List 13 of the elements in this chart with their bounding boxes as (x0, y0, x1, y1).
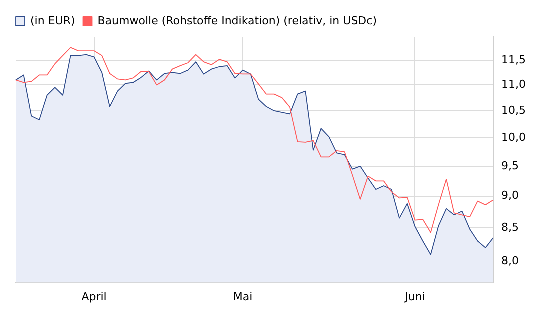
legend-label: Baumwolle (Rohstoffe Indikation) (relativ, in USDc) (98, 14, 377, 28)
legend-label: (in EUR) (30, 14, 76, 28)
y-tick-label: 9,0 (502, 189, 520, 202)
y-tick-label: 8,5 (502, 220, 520, 234)
x-tick-label: Juni (404, 290, 426, 304)
x-tick-label: Mai (233, 290, 253, 304)
y-tick-label: 8,0 (502, 254, 520, 268)
y-tick-label: 10,5 (502, 104, 526, 117)
y-tick-label: 9,5 (502, 159, 520, 172)
y-tick-label: 10,0 (502, 130, 526, 144)
y-tick-label: 11,5 (502, 53, 526, 66)
x-tick-label: April (82, 290, 107, 304)
y-tick-label: 11,0 (502, 78, 526, 92)
